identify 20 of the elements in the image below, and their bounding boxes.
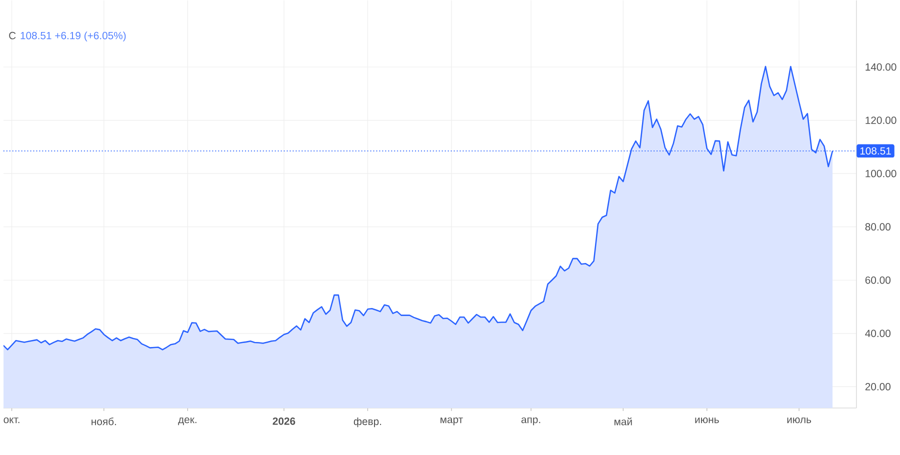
- x-tick-label: февр.: [354, 418, 382, 428]
- y-tick-label: 120.00: [866, 116, 896, 124]
- x-tick-label: 2026: [272, 418, 296, 425]
- x-tick-label: июнь: [695, 418, 719, 424]
- text: 108.51 +6.19 (+6.05%): [20, 32, 126, 42]
- y-tick-label: 40.00: [865, 330, 890, 338]
- x-tick-label: июль: [787, 418, 812, 424]
- y-tick-label: 60.00: [865, 276, 890, 284]
- text: C: [9, 32, 16, 40]
- x-tick-label: май: [614, 418, 632, 426]
- y-tick-label: 140.00: [866, 63, 896, 71]
- x-tick-label: март: [440, 418, 463, 426]
- x-tick-label: окт.: [4, 418, 20, 424]
- y-tick-label: 20.00: [865, 383, 890, 391]
- y-tick-label: 80.00: [865, 223, 890, 231]
- ref-line-label: 108.51: [860, 147, 891, 155]
- x-tick-label: апр.: [521, 418, 540, 426]
- y-tick-label: 100.00: [866, 170, 896, 178]
- x-tick-label: нояб.: [92, 418, 116, 426]
- x-tick-label: дек.: [178, 418, 196, 426]
